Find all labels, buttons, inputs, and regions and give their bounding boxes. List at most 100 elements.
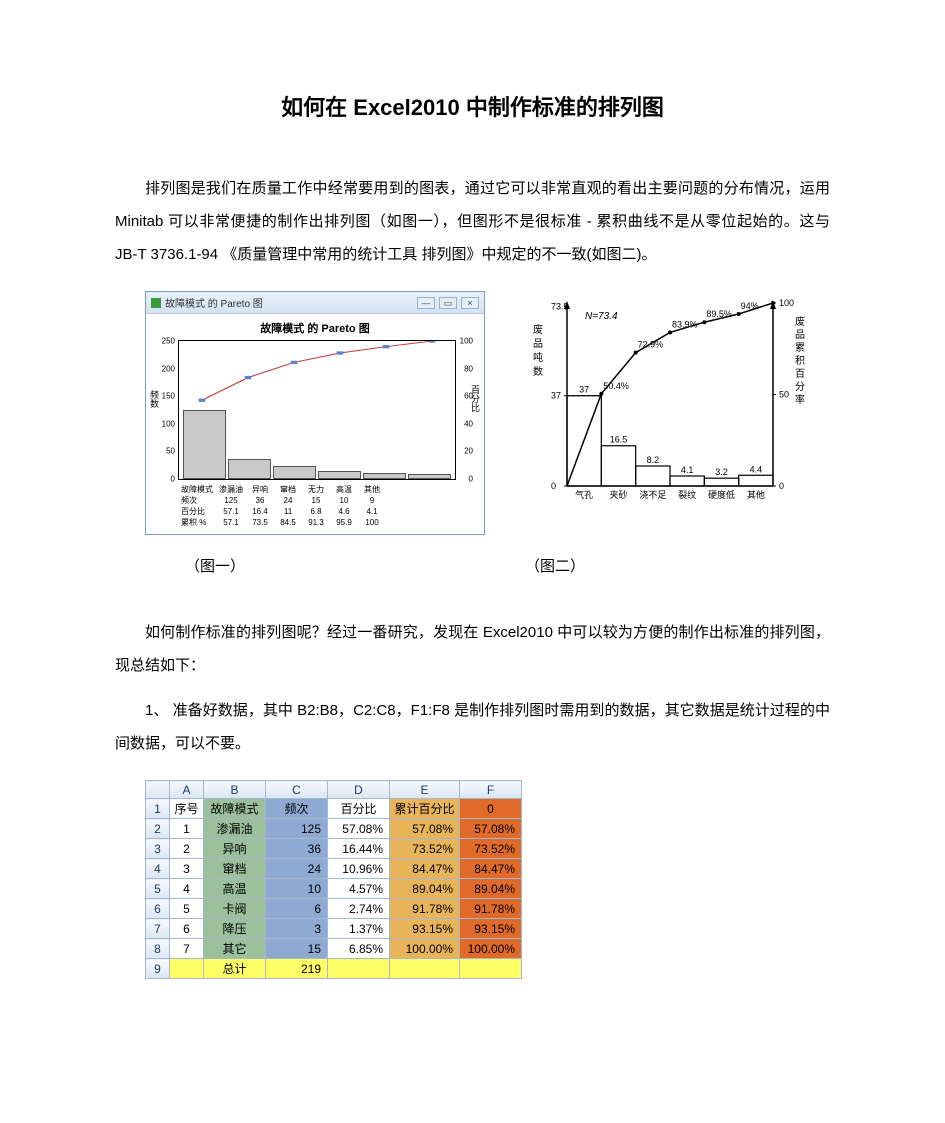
pareto1-data-table: 故障模式渗漏油异响窜档无力高温其他频次125362415109百分比57.116… [178,484,386,528]
excel-cell: 57.08% [460,819,522,839]
excel-cell: 91.78% [460,899,522,919]
excel-row-header: 9 [146,959,170,979]
excel-cell: 100.00% [390,939,460,959]
figure-2-standard-pareto: 03773.5050100废品吨数废品累积百分率N=73.437气孔16.5夹砂… [525,291,805,535]
minitab-window-title: 故障模式 的 Pareto 图 [165,295,263,310]
excel-header-cell: 故障模式 [204,799,266,819]
excel-cell: 89.04% [390,879,460,899]
svg-text:0: 0 [779,481,784,491]
app-icon [151,298,161,308]
fig2-svg: 03773.5050100废品吨数废品累积百分率N=73.437气孔16.5夹砂… [525,291,805,516]
svg-text:100: 100 [779,298,794,308]
page-title: 如何在 Excel2010 中制作标准的排列图 [115,90,830,122]
svg-text:8.2: 8.2 [647,455,660,465]
svg-text:品: 品 [795,329,805,341]
svg-text:72.9%: 72.9% [638,340,664,350]
svg-text:气孔: 气孔 [575,489,593,500]
excel-header-cell: 0 [460,799,522,819]
excel-cell: 降压 [204,919,266,939]
svg-text:83.9%: 83.9% [672,319,698,329]
excel-cell: 卡阀 [204,899,266,919]
minitab-chart-area: 故障模式 的 Pareto 图 050100150200250 02040608… [146,314,484,534]
svg-text:废: 废 [533,323,543,336]
excel-cell: 89.04% [460,879,522,899]
excel-cell: 3 [170,859,204,879]
excel-header-cell: 百分比 [328,799,390,819]
excel-cell: 84.47% [460,859,522,879]
excel-cell: 1.37% [328,919,390,939]
excel-cell: 15 [266,939,328,959]
svg-text:废: 废 [795,315,805,328]
excel-cell: 10.96% [328,859,390,879]
excel-row-header: 2 [146,819,170,839]
close-icon[interactable]: × [461,297,479,309]
excel-cell: 24 [266,859,328,879]
excel-cell [460,959,522,979]
pareto1-cum-line [179,341,455,479]
pareto1-left-axis: 050100150200250 [157,341,177,479]
excel-cell: 10 [266,879,328,899]
svg-text:裂纹: 裂纹 [678,489,696,500]
excel-cell: 91.78% [390,899,460,919]
svg-text:3.2: 3.2 [715,467,728,477]
svg-text:累: 累 [795,342,805,354]
minitab-titlebar: 故障模式 的 Pareto 图 — ▭ × [146,292,484,314]
excel-row-header: 1 [146,799,170,819]
svg-text:浇不足: 浇不足 [639,489,666,500]
excel-cell: 2 [170,839,204,859]
svg-text:37: 37 [579,385,589,395]
excel-cell: 1 [170,819,204,839]
svg-text:73.5: 73.5 [551,302,569,312]
excel-cell: 总计 [204,959,266,979]
excel-cell [170,959,204,979]
maximize-icon[interactable]: ▭ [439,297,457,309]
excel-cell [328,959,390,979]
paragraph-1: 排列图是我们在质量工作中经常要用到的图表，通过它可以非常直观的看出主要问题的分布… [115,172,830,271]
svg-text:94%: 94% [741,301,759,311]
excel-cell: 100.00% [460,939,522,959]
svg-text:50: 50 [779,390,789,400]
svg-text:0: 0 [551,481,556,491]
excel-cell: 16.44% [328,839,390,859]
svg-text:N=73.4: N=73.4 [585,311,618,322]
excel-cell: 93.15% [460,919,522,939]
excel-cell: 6 [170,919,204,939]
excel-cell: 57.08% [390,819,460,839]
excel-cell: 6.85% [328,939,390,959]
excel-cell: 6 [266,899,328,919]
excel-cell: 窜档 [204,859,266,879]
excel-cell: 3 [266,919,328,939]
caption-2: （图二） [525,555,585,576]
excel-cell: 4 [170,879,204,899]
excel-cell: 高温 [204,879,266,899]
excel-cell: 其它 [204,939,266,959]
excel-col-header: D [328,781,390,799]
excel-col-header: B [204,781,266,799]
svg-text:4.4: 4.4 [750,464,763,474]
excel-header-cell: 频次 [266,799,328,819]
pareto1-y2-label: 百分比 [469,385,482,412]
svg-text:50.4%: 50.4% [603,381,629,391]
minimize-icon[interactable]: — [417,297,435,309]
pareto1-y1-label: 频数 [148,390,161,408]
excel-data-table: ABCDEF1序号故障模式频次百分比累计百分比021渗漏油12557.08%57… [145,780,522,979]
svg-text:率: 率 [795,393,805,406]
excel-col-header [146,781,170,799]
excel-header-cell: 累计百分比 [390,799,460,819]
paragraph-3: 1、 准备好数据，其中 B2:B8，C2:C8，F1:F8 是制作排列图时需用到… [115,694,830,760]
excel-row-header: 7 [146,919,170,939]
document-page: 如何在 Excel2010 中制作标准的排列图 排列图是我们在质量工作中经常要用… [0,0,945,1019]
svg-text:4.1: 4.1 [681,465,694,475]
caption-1: （图一） [185,555,525,576]
svg-text:积: 积 [795,355,805,367]
svg-text:其他: 其他 [747,489,765,500]
excel-cell: 7 [170,939,204,959]
excel-cell: 4.57% [328,879,390,899]
svg-text:硬度低: 硬度低 [708,489,735,500]
excel-row-header: 8 [146,939,170,959]
excel-cell: 84.47% [390,859,460,879]
svg-text:37: 37 [551,391,561,401]
figure-row: 故障模式 的 Pareto 图 — ▭ × 故障模式 的 Pareto 图 05… [145,291,830,535]
svg-text:品: 品 [533,338,543,350]
excel-cell: 125 [266,819,328,839]
